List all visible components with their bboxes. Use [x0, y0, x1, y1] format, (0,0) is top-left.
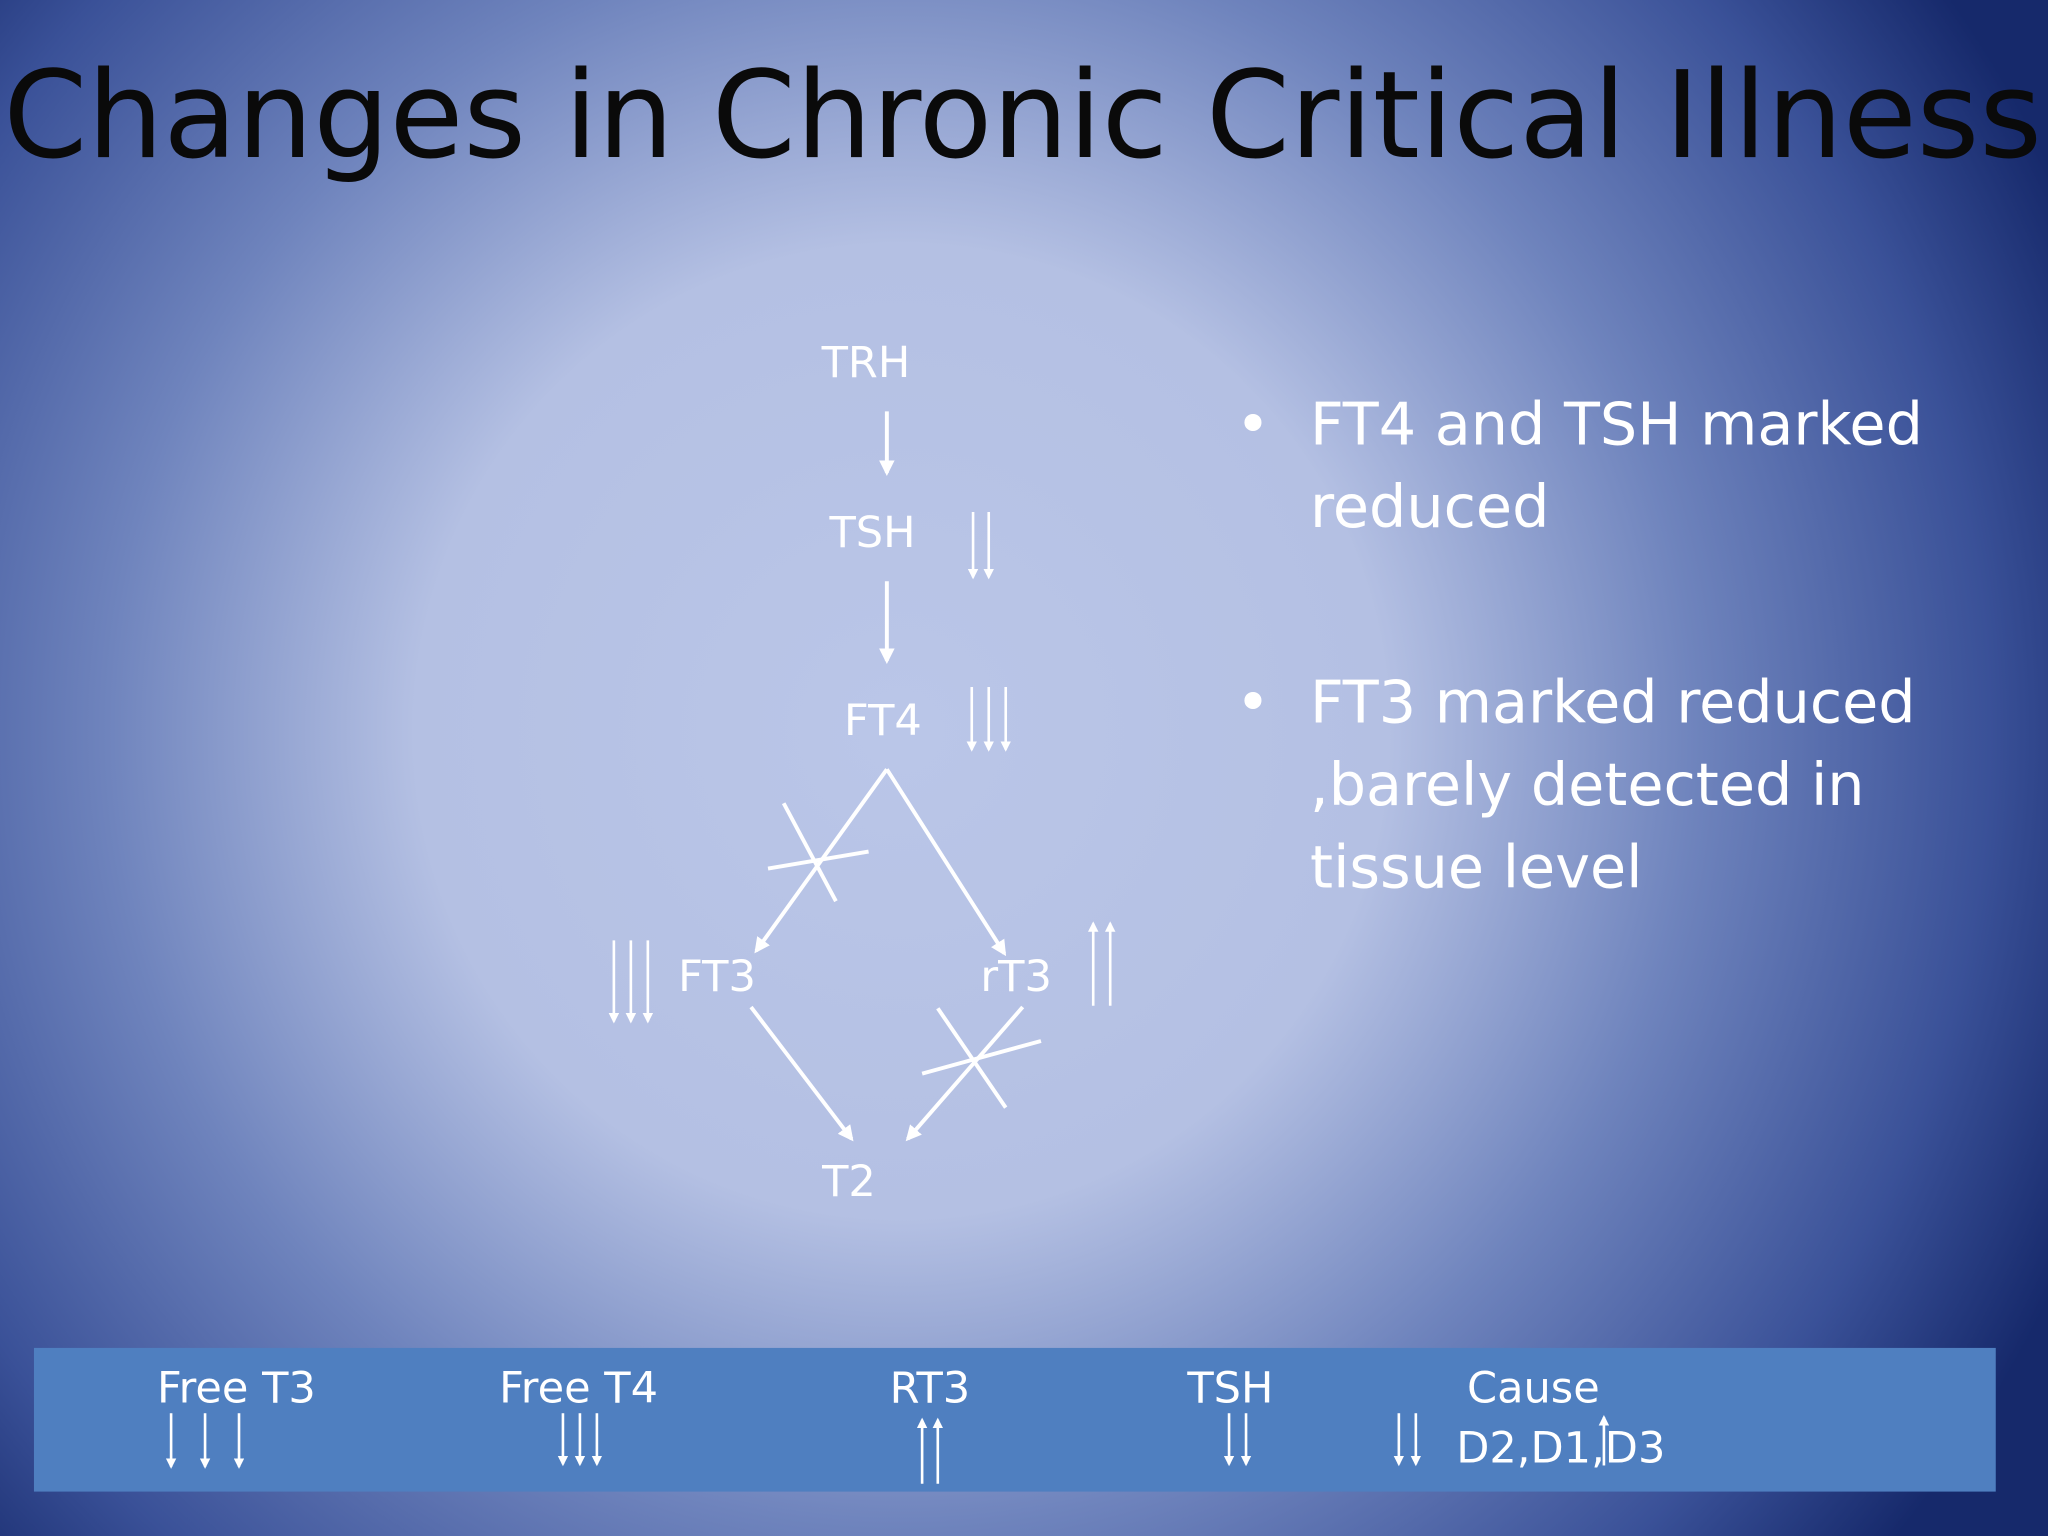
- bullet-symbol: •: [1236, 668, 1271, 737]
- header-cell: TSH: [1186, 1364, 1273, 1414]
- header-cell: RT3: [890, 1364, 971, 1414]
- header-cell: Free T3: [157, 1364, 316, 1414]
- bullet-text: ,barely detected in: [1310, 750, 1865, 819]
- cause-text: D2,D1,D3: [1456, 1424, 1665, 1474]
- header-cell: Cause: [1467, 1364, 1600, 1414]
- bullet-text: tissue level: [1310, 832, 1642, 901]
- header-cell: Free T4: [499, 1364, 658, 1414]
- flow-diagram: TRH TSH FT4 FT3 rT3 T2: [608, 338, 1116, 1207]
- bullet-symbol: •: [1236, 390, 1271, 459]
- slide-title: Changes in Chronic Critical Illness: [3, 46, 2042, 186]
- bullet-list: • FT4 and TSH marked reduced • FT3 marke…: [1236, 390, 1923, 902]
- block-cross: [936, 1007, 1008, 1109]
- block-cross: [781, 802, 838, 903]
- arrow: [749, 1005, 854, 1142]
- bar-background: [33, 1347, 1996, 1492]
- node-label: FT3: [678, 952, 756, 1002]
- arrow: [905, 1005, 1025, 1142]
- arrow: [885, 768, 1007, 957]
- node-label: FT4: [844, 696, 922, 746]
- node-label: rT3: [980, 952, 1051, 1002]
- bullet-text: FT4 and TSH marked: [1310, 390, 1923, 459]
- node-label: TRH: [821, 338, 911, 388]
- block-cross: [767, 849, 869, 871]
- block-cross: [921, 1039, 1042, 1076]
- bullet-text: reduced: [1310, 472, 1549, 541]
- change-arrows: [608, 511, 1116, 1024]
- bullet-text: FT3 marked reduced: [1310, 668, 1916, 737]
- summary-bar: Free T3 Free T4 RT3 TSH Cause D2,D1,D3: [33, 1347, 1996, 1492]
- node-label: T2: [821, 1157, 876, 1207]
- change-arrows: [165, 1413, 1610, 1484]
- node-label: TSH: [828, 508, 915, 558]
